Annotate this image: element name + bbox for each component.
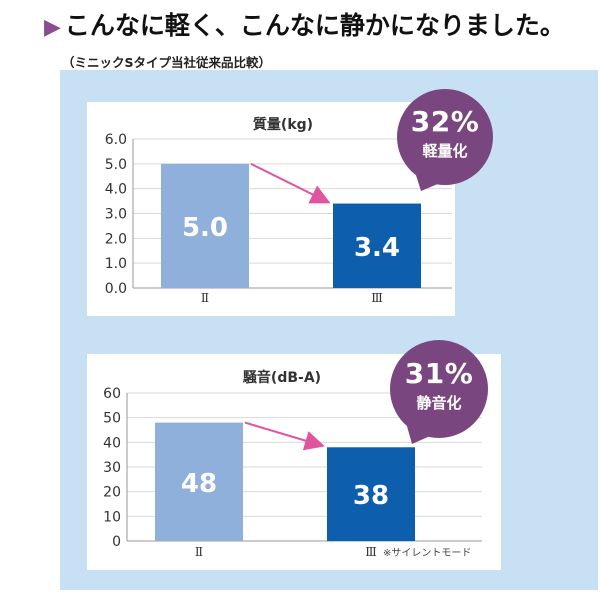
x-category-label: Ⅲ	[365, 545, 377, 559]
subtitle: （ミニックSタイプ当社従来品比較）	[62, 55, 272, 70]
y-tick-label: 0	[112, 534, 121, 550]
chart-title: 質量(kg)	[253, 116, 313, 133]
triangle-marker-icon: ▶	[44, 15, 61, 40]
bar-value-label: 3.4	[354, 233, 400, 263]
bar-old-model	[161, 163, 249, 288]
bar-new-model	[333, 203, 421, 288]
y-tick-label: 2.0	[105, 231, 127, 247]
y-tick-label: 50	[103, 411, 121, 427]
silent-mode-note: ※サイレントモード	[383, 548, 472, 559]
y-tick-label: 6.0	[105, 132, 127, 148]
noise-reduction-label: 静音化	[416, 394, 462, 412]
headline-text: こんなに軽く、こんなに静かになりました。	[64, 11, 565, 40]
bar-old-model	[155, 422, 243, 541]
noise-reduction-percent: 31%	[404, 357, 474, 390]
noise-chart: 騒音(dB-A) 0 10 20 30 40 50 60 48 Ⅱ 38 Ⅲ	[103, 369, 482, 559]
bar-value-label: 5.0	[182, 213, 228, 243]
headline: ▶ こんなに軽く、こんなに静かになりました。	[44, 6, 565, 42]
bar-value-label: 38	[353, 481, 389, 511]
noise-reduction-badge: 31% 静音化	[390, 340, 488, 438]
y-tick-label: 3.0	[105, 207, 127, 223]
y-tick-label: 30	[103, 460, 121, 476]
bar-value-label: 48	[181, 469, 217, 499]
bar-new-model	[327, 447, 415, 541]
y-tick-label: 20	[103, 485, 121, 501]
x-category-label: Ⅱ	[201, 291, 209, 305]
x-category-label: Ⅱ	[195, 545, 203, 559]
weight-reduction-label: 軽量化	[422, 142, 468, 160]
y-tick-label: 10	[103, 509, 121, 525]
weight-reduction-badge: 32% 軽量化	[397, 89, 493, 185]
y-tick-label: 4.0	[105, 182, 127, 198]
weight-reduction-percent: 32%	[410, 105, 480, 138]
y-tick-label: 0.0	[105, 281, 127, 297]
reduction-arrow	[250, 162, 331, 204]
y-tick-label: 60	[103, 386, 121, 402]
y-tick-label: 1.0	[105, 256, 127, 272]
chart-title: 騒音(dB-A)	[243, 369, 321, 386]
reduction-arrow	[244, 421, 325, 451]
y-tick-label: 40	[103, 435, 121, 451]
y-tick-label: 5.0	[105, 157, 127, 173]
x-category-label: Ⅲ	[371, 291, 383, 305]
